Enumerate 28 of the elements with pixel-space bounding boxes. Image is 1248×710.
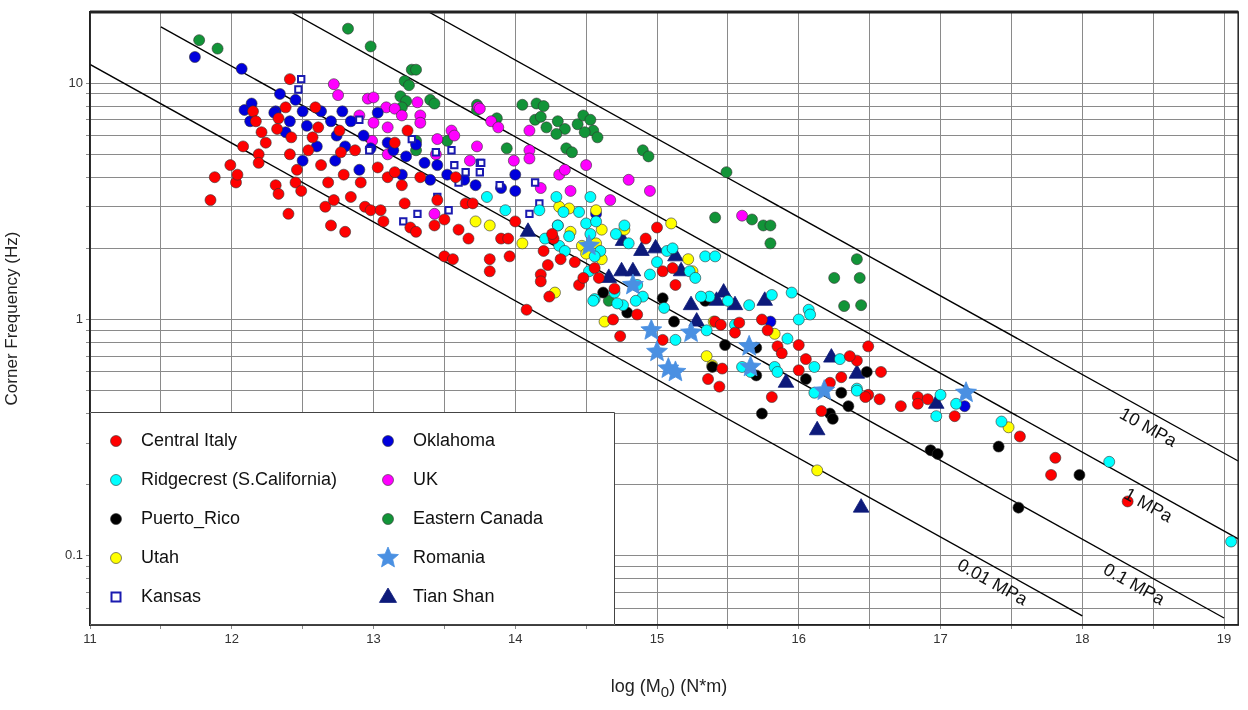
text: 0.01 MPa <box>953 554 1031 610</box>
text: 1 MPa <box>1120 483 1176 527</box>
legend-label: Tian Shan <box>413 585 495 606</box>
legend-label: Utah <box>141 546 180 567</box>
y-tick-label: 1 <box>75 311 83 327</box>
x-tick-label: 12 <box>224 631 239 647</box>
x-tick-label: 11 <box>83 631 97 647</box>
x-tick-label: 19 <box>1216 631 1232 647</box>
legend-label: UK <box>413 468 439 489</box>
text: 0.1 MPa <box>1100 559 1169 610</box>
legend-label: Kansas <box>141 585 202 606</box>
x-tick-label: 15 <box>649 631 665 647</box>
text: 10 MPa <box>1116 403 1182 452</box>
x-tick-label: 13 <box>366 631 381 647</box>
legend-label: Central Italy <box>141 429 238 450</box>
legend-label: Eastern Canada <box>413 507 545 528</box>
y-axis-title: Corner Frequency (Hz) <box>1 231 21 406</box>
legend-label: Puerto_Rico <box>141 507 241 529</box>
x-axis-title: log (M$_{0}$) (N*m) <box>609 676 729 700</box>
x-tick-label: 17 <box>933 631 948 647</box>
legend-label: Romania <box>413 546 487 567</box>
legend-label: Oklahoma <box>413 429 497 450</box>
y-tick-label: 10 <box>68 74 83 90</box>
y-tick-label: 0.1 <box>64 547 83 563</box>
x-tick-label: 18 <box>1075 631 1090 647</box>
x-tick-label: 14 <box>508 631 523 647</box>
x-tick-label: 16 <box>791 631 806 647</box>
legend-label: Ridgecrest (S.California) <box>141 468 338 489</box>
